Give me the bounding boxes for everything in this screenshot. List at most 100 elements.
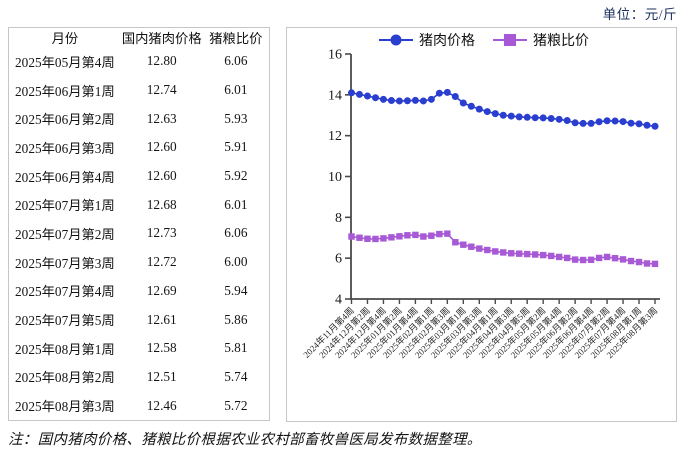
square-marker [547, 252, 555, 260]
square-marker [388, 234, 395, 241]
y-tick-label: 6 [335, 252, 342, 267]
circle-marker [563, 117, 571, 125]
cell-grain-ratio: 5.86 [224, 311, 248, 327]
square-marker [452, 239, 459, 246]
circle-marker [363, 92, 371, 100]
cell-grain-ratio: 5.72 [224, 397, 248, 413]
col-header-grain-ratio: 猪粮比价 [209, 31, 263, 46]
y-tick-label: 12 [328, 129, 342, 144]
y-tick-label: 14 [328, 88, 342, 103]
cell-month: 2025年06月第2周 [15, 112, 115, 128]
circle-marker [571, 119, 579, 127]
cell-month: 2025年08月第3周 [15, 399, 115, 415]
circle-marker [371, 94, 379, 102]
price-ratio-chart: 468101214162024年11月第4周2024年12月第2周2024年12… [301, 33, 660, 360]
circle-marker [411, 96, 419, 104]
square-marker [587, 256, 595, 263]
cell-month: 2025年05月第4周 [15, 54, 115, 70]
legend-label-grain-ratio: 猪粮比价 [533, 33, 589, 49]
table-row: 2025年06月第2周 12.63 5.93 [9, 104, 269, 133]
square-marker [611, 254, 619, 262]
table-row: 2025年07月第5周 12.61 5.86 [9, 305, 269, 334]
square-marker [476, 245, 483, 252]
circle-marker [547, 115, 555, 123]
cell-grain-ratio: 6.00 [224, 254, 248, 270]
circle-marker [499, 111, 507, 119]
circle-marker [539, 114, 547, 122]
circle-marker [435, 89, 443, 97]
price-table-panel: 月份 国内猪肉价格 猪粮比价 2025年05月第4周 12.80 6.06 2025年… [8, 27, 270, 421]
circle-marker [627, 119, 635, 127]
y-tick-label: 16 [328, 48, 342, 63]
square-marker [372, 235, 379, 243]
col-header-month: 月份 [51, 31, 79, 46]
circle-marker [403, 97, 411, 105]
square-marker [396, 233, 403, 240]
cell-grain-ratio: 6.01 [224, 82, 248, 98]
square-marker [627, 257, 635, 265]
cell-month: 2025年06月第3周 [15, 140, 115, 156]
square-marker [524, 250, 531, 258]
circle-marker [619, 118, 627, 126]
square-marker [563, 254, 571, 262]
table-row: 2025年08月第1周 12.58 5.81 [9, 334, 269, 363]
col-header-pork-price: 国内猪肉价格 [121, 31, 202, 46]
square-marker [603, 253, 611, 261]
cell-pork-price: 12.61 [146, 311, 177, 327]
square-marker [643, 260, 651, 267]
square-marker [492, 248, 499, 255]
cell-month: 2025年07月第2周 [15, 226, 115, 242]
square-marker [516, 250, 523, 257]
circle-marker [515, 113, 523, 121]
circle-marker [491, 110, 499, 118]
square-marker [444, 230, 451, 237]
circle-marker [635, 120, 643, 128]
circle-marker [579, 119, 587, 127]
cell-month: 2025年06月第4周 [15, 169, 115, 185]
chart-panel: 4 6 8 10 12 14 16 2024年11月第4周 2024年12月第2周 2024年12… [286, 27, 677, 422]
cell-pork-price: 12.60 [146, 168, 177, 184]
cell-pork-price: 12.46 [146, 397, 177, 413]
footnote: 注：国内猪肉价格、猪粮比价根据农业农村部畜牧兽医局发布数据整理。 [8, 432, 482, 448]
price-table-body: 2025年05月第4周 12.80 6.06 2025年06月第1周 12.74 6.01… [9, 47, 269, 420]
table-row: 2025年08月第2周 12.51 5.74 [9, 363, 269, 392]
square-marker [380, 235, 387, 242]
cell-grain-ratio: 6.06 [224, 53, 248, 69]
cell-pork-price: 12.51 [146, 368, 177, 384]
circle-marker [348, 89, 355, 97]
cell-grain-ratio: 6.01 [224, 196, 248, 212]
square-marker [571, 256, 579, 263]
table-row: 2025年06月第3周 12.60 5.91 [9, 133, 269, 162]
cell-pork-price: 12.63 [146, 110, 177, 126]
cell-grain-ratio: 5.94 [224, 282, 248, 298]
circle-marker [611, 117, 619, 125]
square-marker [595, 254, 603, 262]
circle-marker [459, 99, 467, 107]
square-marker [404, 232, 411, 239]
square-marker [508, 250, 515, 257]
cell-month: 2025年07月第1周 [15, 198, 115, 214]
square-marker [500, 249, 507, 256]
circle-marker [379, 95, 387, 103]
cell-month: 2025年07月第5周 [15, 313, 115, 329]
legend-label-pork-price: 猪肉价格 [419, 33, 475, 49]
table-row: 2025年07月第1周 12.68 6.01 [9, 190, 269, 219]
unit-label: 单位：元/斤 [602, 7, 677, 22]
square-marker [436, 230, 443, 238]
square-marker [531, 251, 539, 258]
circle-marker [395, 97, 403, 105]
cell-month: 2025年08月第2周 [15, 370, 115, 386]
square-marker [412, 231, 419, 239]
circle-marker [355, 90, 363, 98]
table-header-row: 月份 国内猪肉价格 猪粮比价 [9, 28, 269, 47]
circle-marker [507, 112, 515, 120]
cell-pork-price: 12.68 [146, 196, 177, 212]
circle-marker [443, 88, 451, 96]
circle-marker [643, 121, 651, 129]
circle-marker [523, 113, 531, 121]
circle-marker [427, 95, 435, 103]
cell-grain-ratio: 5.92 [224, 168, 248, 184]
cell-grain-ratio: 6.06 [224, 225, 248, 241]
square-marker [539, 251, 547, 259]
cell-pork-price: 12.69 [146, 282, 177, 298]
